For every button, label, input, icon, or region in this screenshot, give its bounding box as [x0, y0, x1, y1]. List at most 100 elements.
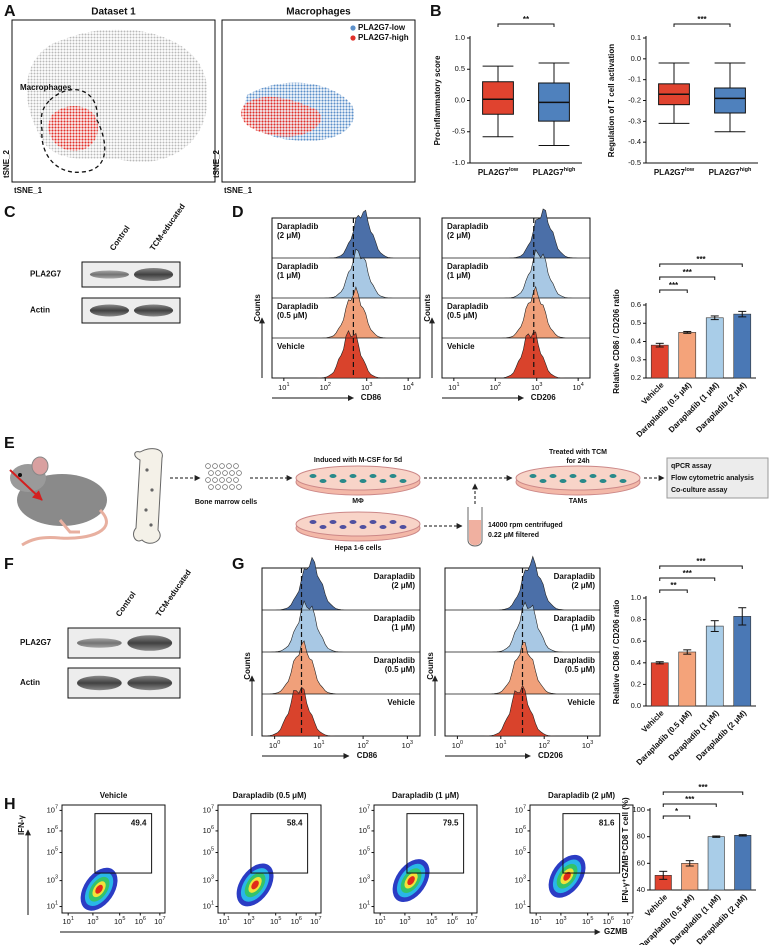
- tick-exponent: 6: [299, 916, 302, 922]
- y-tick-label: 80: [637, 832, 645, 841]
- tick-exponent: 7: [630, 916, 633, 922]
- significance-bracket: [497, 23, 555, 27]
- bone: [133, 448, 163, 544]
- tick-exponent: 1: [286, 382, 289, 388]
- tick-exponent: 1: [367, 901, 370, 907]
- tick-base: 10: [452, 741, 460, 750]
- tick-base: 10: [374, 917, 382, 926]
- tick-exponent: 1: [539, 916, 542, 922]
- bone-marrow-spot: [150, 488, 154, 492]
- pointer-arrow: [9, 469, 43, 501]
- condition-label: (1 μM): [571, 623, 595, 632]
- tick-base: 10: [135, 917, 143, 926]
- bar: [705, 625, 724, 707]
- tick-exponent: 3: [55, 875, 58, 881]
- step-label: Induced with M-CSF for 5d: [314, 457, 402, 464]
- tick-base: 10: [447, 917, 455, 926]
- tick-base: 10: [218, 917, 226, 926]
- tick-exponent: 4: [411, 382, 414, 388]
- tick-exponent: 6: [455, 916, 458, 922]
- y-tick-label: 101: [515, 901, 526, 911]
- tick-exponent: 1: [55, 901, 58, 907]
- tick-exponent: 2: [328, 382, 331, 388]
- panel-label: A: [4, 3, 16, 20]
- histogram-ridge: [442, 331, 590, 379]
- lane-label: TCM-educated: [148, 202, 187, 252]
- macrophage-dish-cell: [369, 474, 377, 478]
- tam-dish-cell: [569, 474, 577, 478]
- x-tick-label: 105: [114, 916, 125, 926]
- tumor-dish-cell: [349, 520, 357, 524]
- significance-bracket: [659, 577, 716, 581]
- panel-label: G: [232, 556, 244, 573]
- blot-band: [127, 675, 173, 691]
- x-tick-label: 103: [531, 382, 542, 392]
- condition-label: (1 μM): [391, 623, 415, 632]
- macrophage-dish-cell: [379, 479, 387, 483]
- tick-exponent: 6: [611, 916, 614, 922]
- y-tick-label: 103: [47, 875, 58, 885]
- tick-base: 10: [47, 826, 55, 835]
- tick-exponent: 3: [564, 916, 567, 922]
- x-tick-label: 106: [603, 916, 614, 926]
- lane-label: TCM-educated: [154, 568, 193, 618]
- legend-label: PLA2G7-low: [358, 23, 406, 32]
- x-tick-label: 102: [490, 382, 501, 392]
- tick-exponent: 7: [211, 805, 214, 811]
- x-tick-label: PLA2G7high: [709, 167, 752, 177]
- mouse-leg: [58, 519, 80, 534]
- x-tick-label: 103: [361, 382, 372, 392]
- tick-exponent: 4: [581, 382, 584, 388]
- tick-exponent: 3: [523, 875, 526, 881]
- bar: [733, 313, 752, 379]
- gate: [94, 813, 153, 874]
- density-contour: [407, 876, 415, 886]
- tick-exponent: 6: [55, 825, 58, 831]
- tumor-dish-cell: [339, 525, 347, 529]
- protein-label: PLA2G7: [20, 638, 52, 647]
- y-tick-label: 103: [359, 875, 370, 885]
- bar: [705, 317, 724, 379]
- tick-base: 10: [555, 917, 563, 926]
- tick-exponent: 2: [547, 740, 550, 746]
- gate-percentage: 49.4: [131, 818, 147, 827]
- gate-percentage: 81.6: [599, 818, 615, 827]
- tick-base: 10: [515, 805, 523, 814]
- condition-label: Vehicle: [447, 342, 475, 351]
- tick-exponent: 5: [211, 847, 214, 853]
- y-tick-label: 101: [47, 901, 58, 911]
- condition-label: (0.5 μM): [565, 665, 596, 674]
- tick-base: 10: [313, 741, 321, 750]
- bar: [678, 651, 697, 707]
- tam-dish-cell: [609, 474, 617, 478]
- tick-base: 10: [114, 917, 122, 926]
- y-axis-label: IFN-γ⁺GZMB⁺CD8 T cell (%): [621, 797, 630, 903]
- x-tick-label: Vehicle: [640, 708, 666, 734]
- x-tick-label: Vehicle: [640, 380, 666, 406]
- cell: [229, 484, 235, 490]
- tick-base: 10: [62, 917, 70, 926]
- bar: [650, 344, 669, 379]
- y-tick-label: 0.5: [455, 64, 465, 73]
- cell: [219, 463, 225, 469]
- y-tick-label: 106: [359, 825, 370, 835]
- significance-label: **: [670, 581, 677, 590]
- significance-bracket: [673, 23, 731, 27]
- protein-label: Actin: [20, 678, 40, 687]
- protein-label: PLA2G7: [30, 270, 62, 279]
- significance-label: ***: [685, 795, 695, 804]
- x-tick-label: Darapladib (2 μM): [694, 380, 748, 434]
- density-contour: [95, 884, 103, 894]
- y-tick-label: 105: [203, 847, 214, 857]
- axis-label: CD206: [538, 751, 563, 760]
- cell: [222, 470, 228, 476]
- x-tick-label: 103: [402, 740, 413, 750]
- tam-dish-cell: [579, 479, 587, 483]
- condition-label: (2 μM): [447, 231, 471, 240]
- tick-base: 10: [291, 917, 299, 926]
- cell: [215, 470, 221, 476]
- tick-exponent: 3: [408, 916, 411, 922]
- blot-band: [133, 304, 174, 317]
- bone-marrow-spot: [144, 508, 148, 512]
- axis-label: tSNE_2: [212, 149, 221, 178]
